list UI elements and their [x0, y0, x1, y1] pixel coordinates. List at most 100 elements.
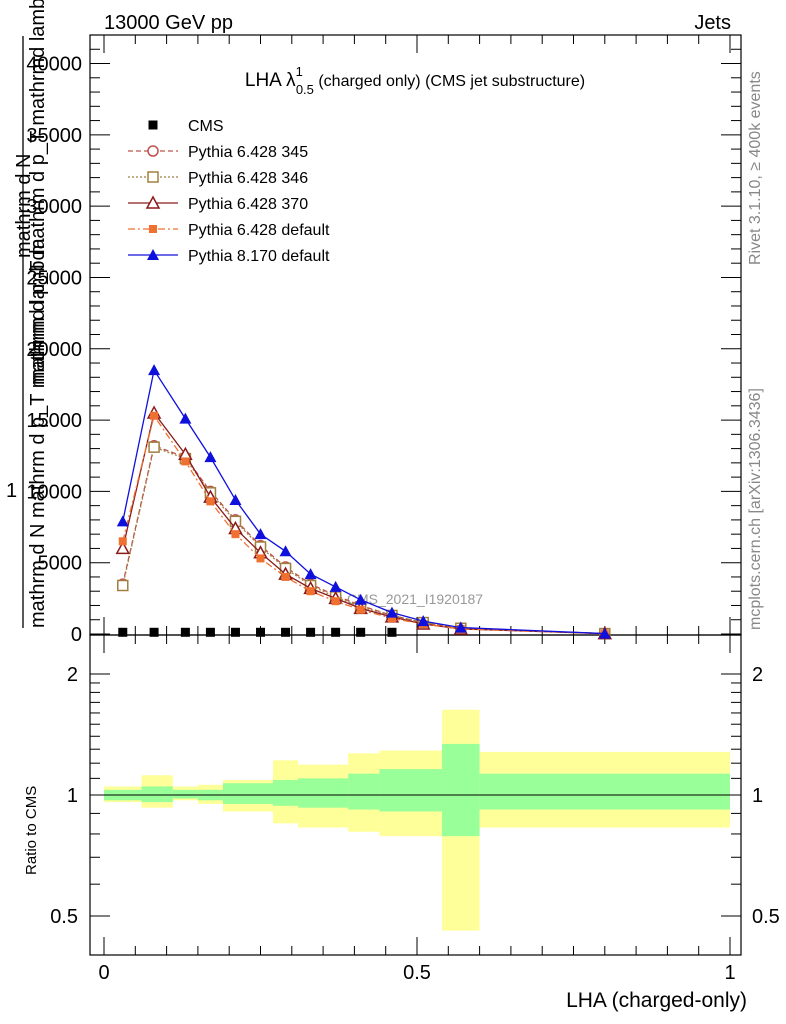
rivet-version-label: Rivet 3.1.10, ≥ 400k events [747, 71, 764, 265]
y-tick-label: 20000 [26, 339, 82, 361]
data-point [306, 587, 315, 596]
data-point [331, 627, 341, 637]
ratio-inner-band [442, 743, 480, 837]
data-point [149, 225, 157, 233]
data-point [387, 614, 396, 623]
data-point [256, 627, 265, 637]
ratio-y-tick-label: 1 [67, 785, 78, 807]
data-point [454, 621, 467, 633]
chart-title-sup: 1 [296, 64, 303, 79]
y-tick-label: 35000 [26, 125, 82, 147]
chart-title-sub: 0.5 [296, 82, 314, 97]
analysis-watermark: CMS_2021_I1920187 [347, 591, 483, 607]
ratio-y-label: Ratio to CMS [23, 786, 40, 875]
y-axis-label: mathrm d N mathrm d p_T mathrm d p_T mat… [6, 0, 49, 628]
data-point [356, 605, 365, 614]
legend-label: CMS [188, 118, 224, 135]
y-tick-label: 5000 [38, 553, 83, 575]
data-point [281, 627, 291, 637]
ratio-bands [104, 709, 730, 931]
data-point [118, 537, 127, 546]
data-point [598, 627, 611, 639]
data-point [417, 615, 430, 627]
data-point [206, 497, 215, 506]
data-point [204, 451, 217, 463]
x-tick-label: 0 [98, 962, 109, 984]
data-point [115, 540, 131, 555]
legend-label: Pythia 6.428 default [188, 222, 330, 239]
data-point [147, 145, 159, 157]
data-point [229, 493, 242, 505]
ratio-inner-band [379, 769, 443, 812]
data-point [149, 627, 159, 637]
energy-label: 13000 GeV pp [104, 12, 233, 34]
y-tick-label: 25000 [26, 267, 82, 289]
y-tick-label: 40000 [26, 54, 82, 76]
legend-label: Pythia 6.428 346 [188, 170, 308, 187]
data-point [147, 171, 159, 183]
series-cms [118, 627, 397, 637]
data-point [256, 554, 265, 563]
series-line [122, 368, 605, 635]
legend-label: Pythia 8.170 default [188, 248, 330, 265]
y-tick-label: 0 [71, 624, 82, 646]
data-point [230, 627, 240, 637]
data-point [329, 580, 342, 592]
ratio-inner-band [348, 773, 380, 810]
y-axis-label-line-1: mathrm d N [13, 154, 35, 258]
ratio-inner-band [273, 779, 299, 806]
data-point [304, 568, 317, 580]
data-point [150, 411, 159, 420]
data-point [306, 627, 316, 637]
data-point [145, 195, 161, 209]
legend: CMS Pythia 6.428 345 Pythia 6.428 346 Pythi… [128, 118, 330, 265]
ratio-y-tick-label-right: 1 [752, 785, 763, 807]
data-point [331, 597, 340, 606]
y-tick-label: 15000 [26, 410, 82, 432]
data-point [281, 572, 290, 581]
y-tick-label: 30000 [26, 196, 82, 218]
ratio-inner-band [172, 789, 198, 799]
ratio-y-tick-label-right: 0.5 [752, 906, 780, 928]
y-axis-label-numerator: 1 [6, 480, 17, 502]
y-tick-label: 10000 [26, 481, 82, 503]
data-point [116, 515, 129, 527]
data-point [181, 457, 190, 466]
ratio-inner-band [298, 778, 349, 808]
y-axis-label-line-2: mathrm d p_T mathrm d p_T mathrmd lambda [27, 0, 49, 385]
ratio-inner-band [222, 783, 274, 804]
data-point [148, 441, 160, 453]
data-point [118, 627, 128, 637]
data-point [387, 627, 397, 637]
chart-title-rest: (charged only) (CMS jet substructure) [314, 73, 585, 90]
chart-title-main: LHA λ [245, 70, 296, 91]
data-point [180, 627, 190, 637]
data-point [205, 627, 215, 637]
ratio-inner-band [141, 786, 173, 803]
data-point [117, 579, 129, 592]
series-line [122, 414, 605, 635]
legend-label: Pythia 6.428 345 [188, 144, 308, 161]
x-tick-label: 0.5 [403, 962, 431, 984]
series-pythia-8-170-default [116, 364, 611, 639]
data-point [385, 606, 398, 618]
data-point [231, 530, 240, 539]
ratio-y-tick-label-right: 2 [752, 664, 763, 686]
x-axis-label: LHA (charged-only) [566, 989, 747, 1012]
legend-label: Pythia 6.428 370 [188, 196, 308, 213]
chart-title: LHA λ1 0.5 (charged only) (CMS jet substr… [245, 64, 585, 97]
data-point [356, 627, 366, 637]
ratio-inner-band [479, 773, 730, 810]
data-point [148, 364, 161, 376]
ratio-y-tick-label: 2 [67, 664, 78, 686]
ratio-y-tick-label: 0.5 [50, 906, 78, 928]
category-label: Jets [694, 12, 731, 34]
data-point [147, 249, 159, 260]
source-label: mcplots.cern.ch [arXiv:1306.3436] [747, 388, 764, 630]
data-point [354, 593, 367, 605]
data-point [179, 412, 192, 424]
main-axes: 0 5000 10000 15000 20000 25000 30000 35000 40000 [26, 35, 741, 646]
data-point [254, 528, 267, 540]
x-tick-label: 1 [724, 962, 735, 984]
